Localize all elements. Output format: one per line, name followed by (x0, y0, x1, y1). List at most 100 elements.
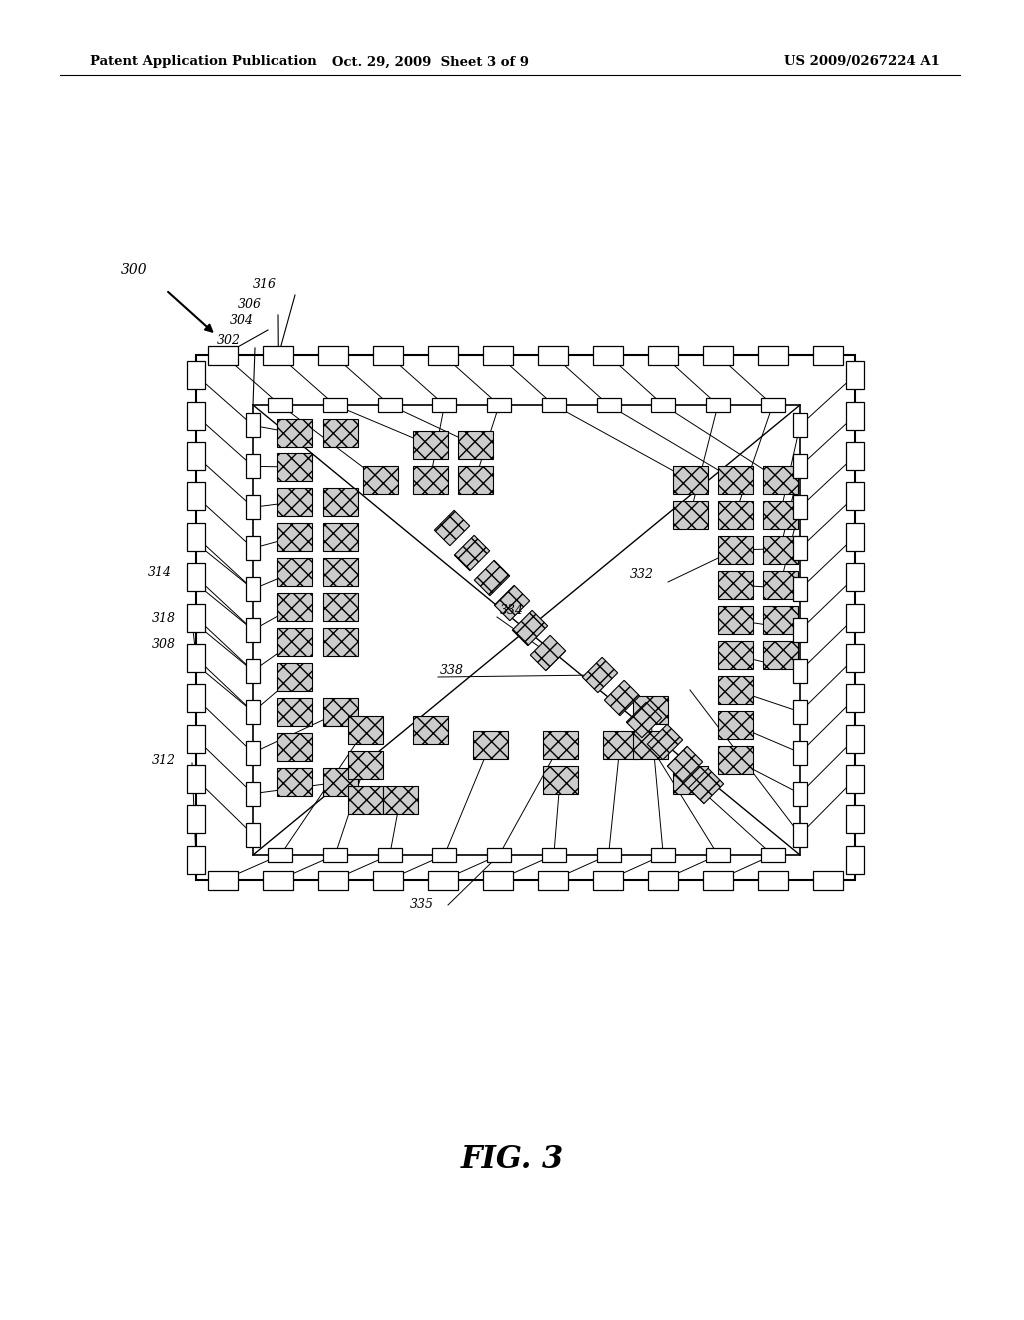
Bar (187, 523, 205, 550)
Bar (495, 585, 529, 620)
Bar (602, 731, 638, 759)
Bar (187, 684, 205, 713)
Bar (246, 659, 260, 682)
Bar (543, 766, 578, 795)
Bar (761, 399, 784, 412)
Bar (268, 399, 292, 412)
Bar (718, 502, 753, 529)
Text: 312: 312 (152, 754, 176, 767)
Bar (246, 822, 260, 846)
Bar (793, 577, 807, 601)
Bar (246, 781, 260, 805)
Bar (793, 618, 807, 642)
Text: 314: 314 (148, 566, 172, 579)
Text: 334: 334 (500, 603, 524, 616)
Bar (323, 418, 357, 447)
Bar (323, 399, 347, 412)
Bar (474, 560, 510, 595)
Bar (318, 346, 348, 364)
Bar (543, 731, 578, 759)
Bar (846, 684, 864, 713)
Bar (246, 495, 260, 519)
Bar (846, 564, 864, 591)
Bar (793, 536, 807, 560)
Bar (627, 702, 662, 738)
Bar (583, 657, 617, 693)
Bar (846, 362, 864, 389)
Bar (597, 399, 621, 412)
Bar (209, 870, 239, 890)
Bar (246, 413, 260, 437)
Bar (673, 766, 708, 795)
Bar (793, 741, 807, 764)
Bar (187, 644, 205, 672)
Bar (718, 711, 753, 739)
Text: 300: 300 (121, 263, 147, 277)
Bar (428, 870, 458, 890)
Bar (276, 628, 311, 656)
Bar (323, 698, 357, 726)
Bar (383, 785, 418, 814)
Bar (702, 870, 733, 890)
Bar (187, 564, 205, 591)
Bar (793, 454, 807, 478)
Bar (793, 781, 807, 805)
Bar (413, 466, 447, 494)
Bar (187, 805, 205, 833)
Bar (323, 628, 357, 656)
Text: Patent Application Publication: Patent Application Publication (90, 55, 316, 69)
Bar (487, 847, 511, 862)
Bar (758, 346, 787, 364)
Bar (793, 659, 807, 682)
Text: 332: 332 (630, 569, 654, 582)
Bar (706, 847, 730, 862)
Bar (846, 846, 864, 874)
Bar (763, 572, 798, 599)
Bar (373, 346, 403, 364)
Bar (253, 405, 800, 855)
Bar (718, 606, 753, 634)
Bar (455, 536, 489, 570)
Bar (428, 346, 458, 364)
Bar (633, 696, 668, 723)
Bar (432, 847, 457, 862)
Bar (763, 466, 798, 494)
Bar (323, 523, 357, 550)
Bar (187, 846, 205, 874)
Bar (187, 442, 205, 470)
Bar (718, 572, 753, 599)
Bar (276, 698, 311, 726)
Text: US 2009/0267224 A1: US 2009/0267224 A1 (784, 55, 940, 69)
Bar (246, 741, 260, 764)
Bar (718, 466, 753, 494)
Text: 316: 316 (253, 279, 278, 292)
Bar (688, 768, 724, 804)
Bar (276, 733, 311, 762)
Bar (323, 847, 347, 862)
Bar (323, 488, 357, 516)
Bar (763, 502, 798, 529)
Bar (196, 355, 855, 880)
Bar (483, 346, 513, 364)
Bar (846, 523, 864, 550)
Bar (763, 642, 798, 669)
Bar (413, 715, 447, 744)
Bar (793, 700, 807, 723)
Text: 302: 302 (217, 334, 241, 346)
Bar (812, 346, 843, 364)
Text: 335: 335 (410, 899, 434, 912)
Bar (276, 488, 311, 516)
Bar (763, 606, 798, 634)
Bar (542, 399, 566, 412)
Bar (793, 822, 807, 846)
Bar (276, 453, 311, 480)
Bar (718, 536, 753, 564)
Bar (593, 346, 623, 364)
Bar (472, 731, 508, 759)
Bar (846, 482, 864, 511)
Bar (487, 399, 511, 412)
Bar (268, 847, 292, 862)
Bar (718, 676, 753, 704)
Bar (209, 346, 239, 364)
Bar (633, 731, 668, 759)
